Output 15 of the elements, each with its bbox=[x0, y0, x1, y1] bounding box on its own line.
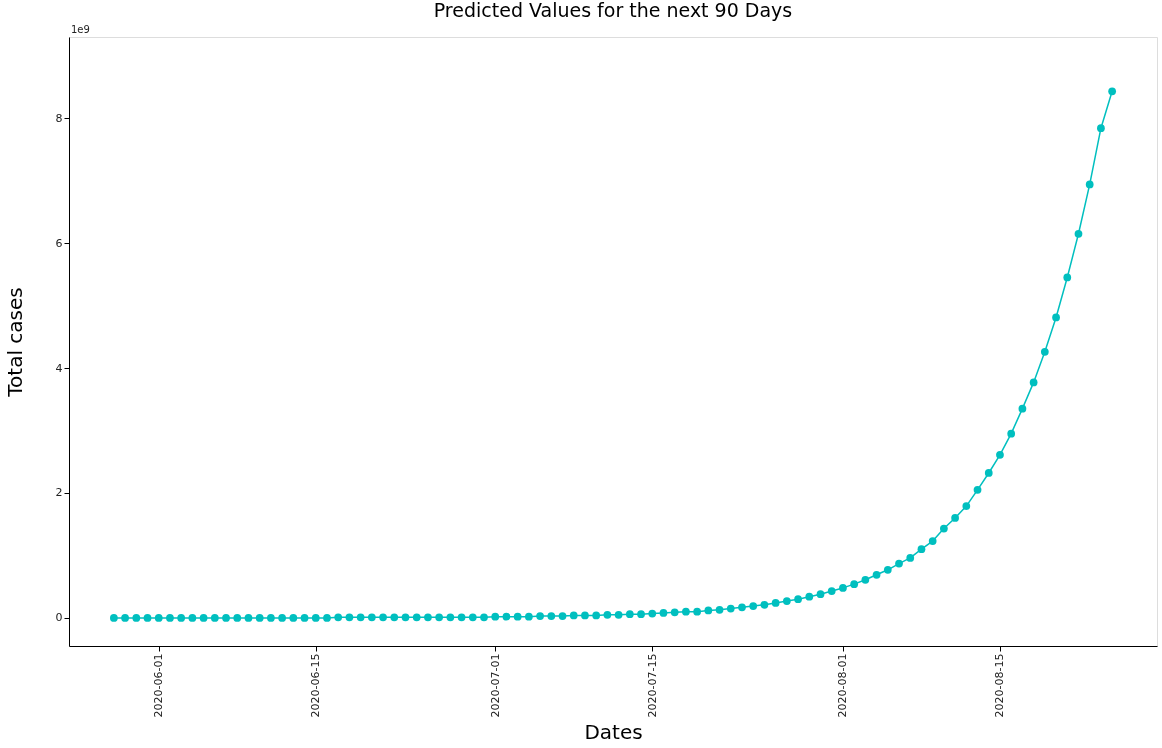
y-tick-label: 6 bbox=[55, 236, 63, 250]
x-tick-label: 2020-06-01 bbox=[152, 653, 166, 718]
y-axis-title: Total cases bbox=[2, 287, 27, 398]
x-tick-label: 2020-08-01 bbox=[836, 653, 850, 718]
x-axis-title: Dates bbox=[584, 720, 643, 745]
y-tick-label: 4 bbox=[55, 361, 63, 375]
x-tick-label: 2020-06-15 bbox=[309, 653, 323, 718]
x-tick-label: 2020-07-15 bbox=[645, 653, 659, 718]
y-tick-label: 8 bbox=[55, 111, 63, 125]
x-tick-label: 2020-07-01 bbox=[488, 653, 502, 718]
x-tick-label: 2020-08-15 bbox=[993, 653, 1007, 718]
text: 1e9 bbox=[71, 24, 90, 35]
chart-title: Predicted Values for the next 90 Days bbox=[433, 0, 793, 21]
y-tick-label: 0 bbox=[55, 611, 63, 625]
y-tick-label: 2 bbox=[55, 486, 63, 500]
